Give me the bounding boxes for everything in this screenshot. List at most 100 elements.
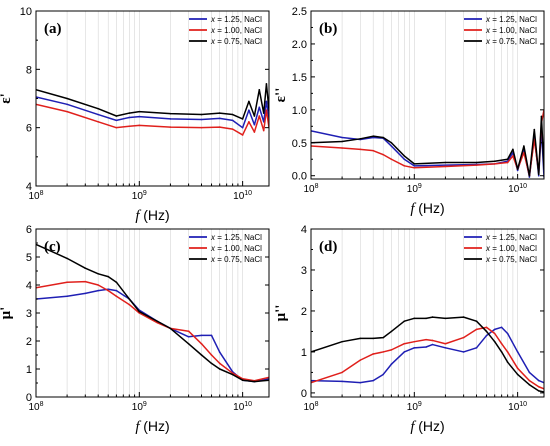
legend-var: x (210, 15, 216, 24)
legend-var: x (485, 37, 491, 46)
x-tick-base: 10 (508, 184, 520, 195)
data-point (169, 327, 172, 330)
data-point (107, 289, 110, 292)
data-point (506, 361, 509, 363)
data-point (200, 126, 203, 129)
data-point (528, 383, 531, 386)
data-point (128, 303, 131, 306)
data-point (431, 316, 434, 318)
data-point (218, 362, 221, 365)
x-axis-var: f (135, 419, 141, 435)
data-point (138, 124, 141, 127)
data-point (425, 346, 427, 348)
data-point (265, 83, 268, 85)
panel-label: (d) (319, 239, 337, 255)
x-tick-exponent: 10 (519, 183, 527, 190)
x-tick-label: 1010 (508, 183, 527, 195)
legend-label-3: x = 0.75, NaCl (210, 37, 262, 46)
y-tick-label: 1 (26, 364, 32, 376)
series-group (36, 83, 269, 136)
series-group (311, 316, 544, 393)
data-point (231, 113, 234, 116)
data-point (403, 342, 406, 345)
legend-label-2: x = 1.00, NaCl (210, 26, 262, 35)
data-point (66, 103, 68, 106)
data-point (506, 158, 509, 161)
data-point (540, 115, 543, 118)
x-axis-title: f (Hz) (410, 418, 444, 435)
data-point (241, 134, 244, 136)
data-point (248, 121, 250, 123)
x-tick-base: 10 (28, 402, 40, 413)
data-point (341, 147, 343, 149)
plot-frame (310, 10, 545, 180)
data-point (537, 385, 540, 388)
data-point (537, 390, 540, 392)
data-point (115, 119, 118, 122)
data-point (528, 379, 531, 382)
data-point (84, 292, 87, 295)
data-point (200, 354, 203, 356)
data-point (248, 100, 250, 103)
legend-var: x (210, 37, 216, 46)
data-point (444, 342, 447, 345)
data-point (97, 289, 100, 292)
data-point (218, 126, 221, 128)
data-point (341, 380, 343, 383)
x-tick-label: 109 (132, 190, 147, 202)
data-point (516, 168, 519, 170)
data-point (506, 161, 509, 164)
x-tick-label: 109 (407, 401, 422, 413)
y-tick-label: 2.0 (292, 39, 307, 51)
data-point (506, 332, 509, 335)
x-tick-exponent: 9 (143, 190, 147, 197)
data-point (115, 115, 118, 117)
series-line-2 (36, 103, 269, 136)
x-tick-exponent: 8 (315, 401, 319, 408)
data-point (533, 128, 536, 131)
data-point (248, 109, 250, 111)
legend-var: x (485, 244, 491, 253)
x-axis-unit: (Hz) (418, 200, 444, 216)
data-point (128, 125, 131, 128)
data-point (475, 347, 478, 349)
data-point (500, 342, 503, 345)
data-point (382, 136, 385, 139)
data-point (390, 330, 393, 333)
data-point (390, 145, 393, 147)
data-point (382, 336, 385, 339)
y-tick-label: 1.0 (292, 105, 307, 117)
y-axis-title: μ' (0, 307, 14, 320)
x-tick-label: 108 (303, 183, 318, 195)
data-point (258, 115, 261, 117)
data-point (516, 367, 519, 370)
data-point (253, 115, 256, 117)
data-point (390, 349, 393, 351)
legend-label-1: x = 1.25, NaCl (485, 15, 537, 24)
data-point (258, 88, 261, 91)
y-axis-title: ε'' (273, 88, 289, 103)
data-point (390, 363, 393, 366)
data-point (84, 267, 87, 270)
series-line-2 (311, 109, 544, 177)
data-point (493, 160, 496, 163)
data-point (200, 118, 203, 121)
x-tick-base: 10 (132, 402, 144, 413)
y-axis: 0 1 2 3 4 5 6 (26, 224, 269, 404)
x-axis-title: f (Hz) (410, 200, 444, 217)
data-point (115, 295, 118, 298)
y-tick-label: 0.0 (292, 171, 307, 183)
data-point (169, 112, 172, 115)
data-point (431, 339, 434, 342)
data-point (265, 100, 268, 103)
y-tick-label: 5 (26, 252, 32, 264)
data-point (475, 164, 478, 166)
data-point (200, 343, 203, 345)
panel-label: (b) (319, 21, 337, 37)
data-point (341, 371, 343, 374)
data-point (462, 336, 465, 339)
data-point (382, 351, 385, 353)
x-axis-unit: (Hz) (143, 207, 169, 223)
x-axis: 108 109 1010 (28, 392, 252, 413)
